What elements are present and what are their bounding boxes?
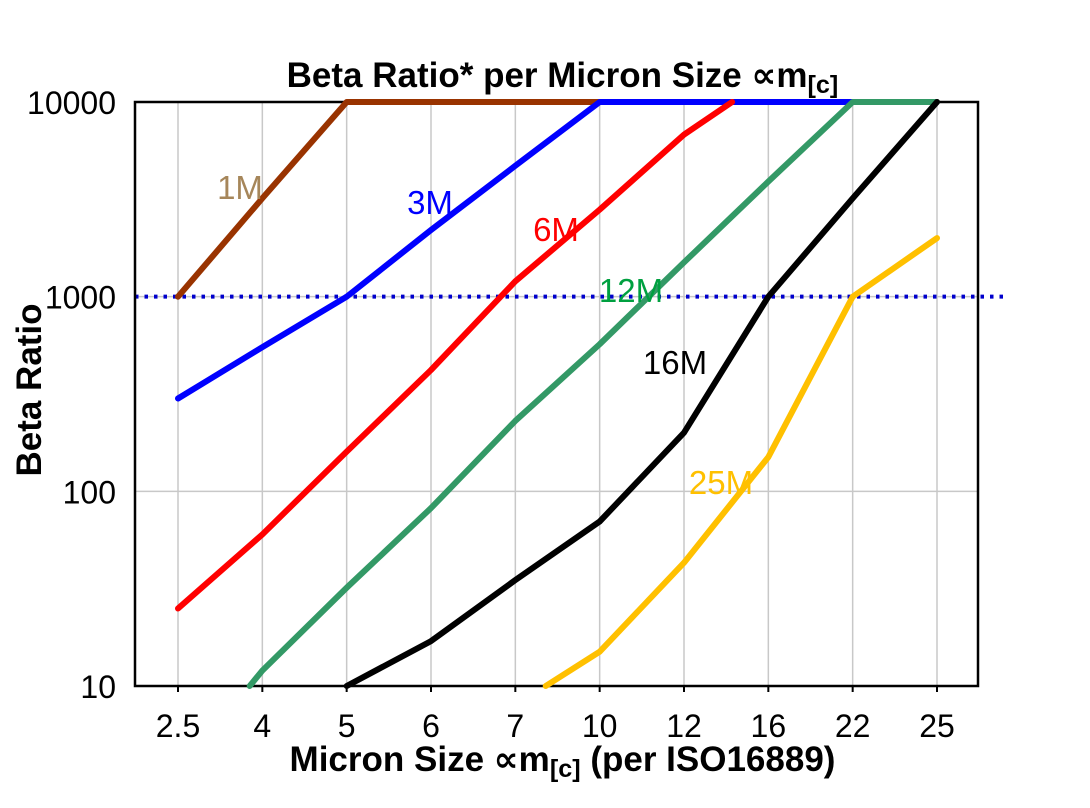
chart-title: Beta Ratio* per Micron Size ∝m[c] bbox=[35, 56, 1090, 99]
x-tick-label: 6 bbox=[422, 708, 440, 744]
x-axis-title-subscript: [c] bbox=[549, 754, 581, 783]
x-axis-title-mu-symbol: ∝m bbox=[493, 740, 550, 779]
chart-title-text: Beta Ratio* per Micron Size bbox=[286, 56, 752, 95]
y-tick-label: 10000 bbox=[27, 85, 116, 121]
series-label-1M: 1M bbox=[217, 169, 263, 206]
y-tick-label: 10 bbox=[80, 669, 116, 705]
x-axis-title: Micron Size ∝m[c] (per ISO16889) bbox=[35, 740, 1090, 783]
series-label-3M: 3M bbox=[407, 184, 453, 221]
y-tick-label: 100 bbox=[63, 474, 116, 510]
x-tick-label: 22 bbox=[835, 708, 871, 744]
series-line-16M bbox=[343, 99, 940, 689]
chart-title-subscript: [c] bbox=[807, 70, 839, 99]
x-tick-label: 5 bbox=[338, 708, 356, 744]
x-tick-label: 16 bbox=[751, 708, 787, 744]
x-tick-label: 12 bbox=[666, 708, 702, 744]
series-label-6M: 6M bbox=[533, 211, 579, 248]
series-line-3M bbox=[175, 99, 856, 402]
x-axis-title-suffix: (per ISO16889) bbox=[580, 740, 836, 779]
x-tick-label: 10 bbox=[582, 708, 618, 744]
x-axis-title-text: Micron Size bbox=[289, 740, 494, 779]
series-line-1M bbox=[175, 99, 603, 300]
series-label-12M: 12M bbox=[599, 272, 663, 309]
x-tick-label: 4 bbox=[253, 708, 271, 744]
series-label-16M: 16M bbox=[643, 344, 707, 381]
x-tick-label: 7 bbox=[506, 708, 524, 744]
series-label-25M: 25M bbox=[689, 464, 753, 501]
y-tick-label: 1000 bbox=[45, 280, 116, 316]
series-line-6M bbox=[175, 99, 736, 612]
chart-title-mu-symbol: ∝m bbox=[751, 56, 808, 95]
series-line-12M bbox=[246, 99, 940, 689]
series-line-25M bbox=[542, 235, 940, 689]
x-tick-label: 2.5 bbox=[156, 708, 200, 744]
x-tick-label: 25 bbox=[919, 708, 955, 744]
